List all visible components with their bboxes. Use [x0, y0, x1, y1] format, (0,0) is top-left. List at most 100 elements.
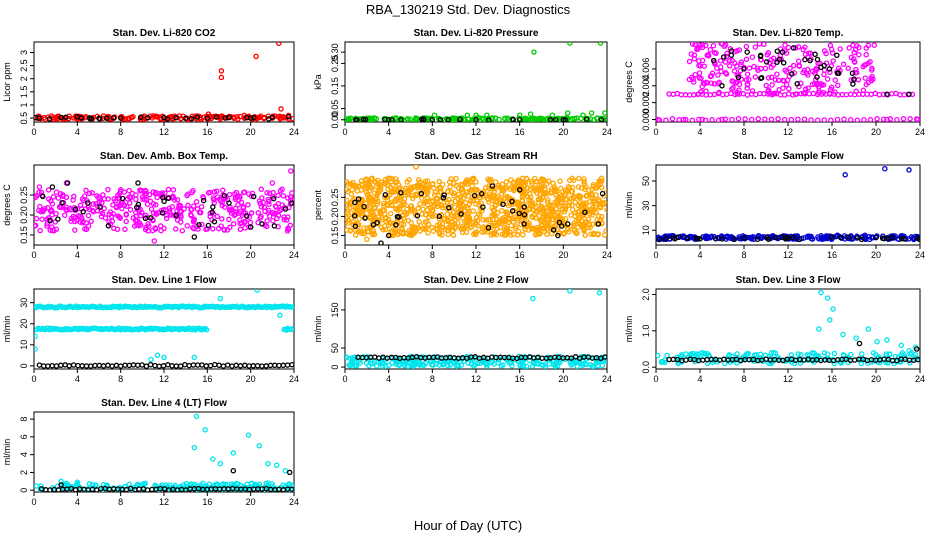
- panel-title: Stan. Dev. Gas Stream RH: [414, 151, 537, 162]
- data-point: [486, 183, 492, 189]
- data-point: [88, 218, 94, 225]
- data-point: [498, 363, 505, 369]
- data-point: [429, 197, 435, 204]
- data-point: [586, 222, 593, 228]
- data-point: [244, 213, 250, 219]
- data-point: [216, 362, 222, 369]
- data-point: [597, 203, 603, 210]
- data-point: [489, 183, 496, 189]
- data-point: [177, 219, 184, 225]
- data-point: [369, 115, 375, 122]
- data-point: [431, 192, 438, 198]
- data-point: [233, 362, 239, 369]
- data-point: [52, 114, 59, 121]
- data-point: [111, 225, 117, 232]
- panel-title: Stan. Dev. Li-820 Pressure: [414, 28, 539, 39]
- data-point: [352, 223, 359, 229]
- data-point: [913, 346, 920, 352]
- data-point: [743, 77, 750, 83]
- data-point: [746, 76, 752, 83]
- data-point: [827, 42, 834, 49]
- data-point: [49, 201, 56, 207]
- data-point: [569, 188, 576, 195]
- data-point: [792, 45, 799, 51]
- data-point: [531, 49, 537, 55]
- y-axis-label: ml/min: [313, 316, 323, 343]
- y-axis-label: ml/min: [624, 192, 634, 219]
- data-point: [410, 225, 417, 232]
- y-tick-label: 1.5: [19, 86, 29, 99]
- data-point: [351, 213, 358, 219]
- data-point: [392, 187, 398, 193]
- data-point: [744, 49, 750, 55]
- data-point: [775, 116, 781, 122]
- data-point: [774, 59, 780, 65]
- x-tick-label: 8: [741, 127, 746, 137]
- data-point: [174, 487, 181, 492]
- data-point: [553, 214, 560, 221]
- data-point: [66, 363, 73, 369]
- panel-title: Stan. Dev. Li-820 Temp.: [733, 28, 844, 39]
- data-point: [45, 363, 51, 369]
- data-point: [795, 351, 801, 357]
- data-point: [401, 362, 408, 369]
- data-point: [547, 117, 554, 122]
- data-point: [569, 202, 575, 209]
- data-point: [794, 81, 800, 87]
- data-point: [113, 362, 120, 369]
- data-point: [489, 354, 495, 360]
- x-tick-label: 12: [159, 497, 169, 507]
- data-point: [795, 44, 802, 50]
- data-point: [452, 115, 458, 122]
- data-point: [173, 114, 179, 121]
- data-point: [812, 68, 819, 74]
- data-point: [393, 196, 400, 202]
- data-point: [245, 202, 251, 208]
- data-point: [834, 52, 840, 59]
- data-point: [521, 221, 527, 227]
- data-point: [663, 117, 669, 122]
- x-tick-label: 20: [246, 127, 256, 137]
- data-point: [724, 50, 730, 57]
- data-point: [380, 354, 386, 360]
- data-point: [830, 306, 836, 312]
- data-point: [478, 190, 485, 197]
- data-point: [410, 195, 416, 202]
- data-point: [874, 116, 880, 122]
- data-point: [590, 183, 597, 190]
- data-point: [418, 190, 425, 197]
- data-point: [692, 42, 698, 48]
- data-point: [38, 486, 45, 492]
- data-point: [749, 54, 756, 60]
- data-point: [458, 211, 464, 217]
- data-point: [690, 79, 697, 85]
- y-tick-label: 0.00: [330, 111, 340, 129]
- y-tick-label: 6: [19, 434, 29, 439]
- data-point: [595, 221, 602, 227]
- data-point: [374, 219, 380, 226]
- data-point: [598, 184, 605, 191]
- data-point: [879, 235, 886, 242]
- data-point: [189, 189, 195, 196]
- data-point: [513, 223, 519, 230]
- data-point: [901, 236, 907, 242]
- data-point: [289, 197, 294, 203]
- data-point: [179, 227, 186, 234]
- data-point: [258, 186, 265, 193]
- data-point: [663, 235, 669, 242]
- data-point: [516, 112, 523, 118]
- data-point: [57, 191, 64, 197]
- x-tick-label: 4: [697, 127, 702, 137]
- data-point: [184, 223, 190, 229]
- data-point: [450, 232, 457, 239]
- y-axis-label: ml/min: [2, 439, 12, 466]
- figure-xlabel: Hour of Day (UTC): [414, 518, 522, 533]
- data-point: [150, 189, 157, 195]
- data-point: [92, 362, 98, 369]
- data-point: [731, 236, 738, 243]
- data-point: [765, 236, 772, 242]
- data-point: [422, 226, 429, 233]
- x-tick-label: 0: [653, 374, 658, 384]
- data-point: [869, 67, 875, 73]
- data-point: [814, 56, 821, 63]
